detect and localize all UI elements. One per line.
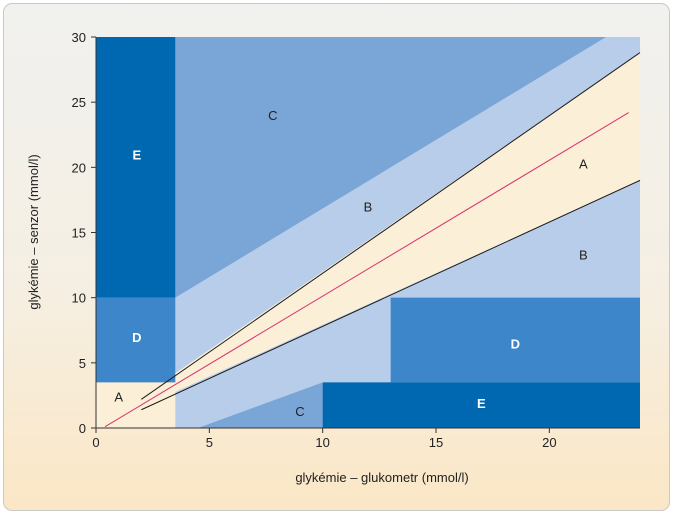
zone-label-e: E <box>477 396 486 411</box>
y-tick-label: 20 <box>72 160 86 175</box>
identity-line <box>104 112 629 428</box>
reference-lines <box>104 52 641 428</box>
x-tick-label: 5 <box>206 435 213 450</box>
y-tick-label: 0 <box>79 421 86 436</box>
zone-c-region <box>175 37 607 298</box>
y-tick-label: 25 <box>72 95 86 110</box>
axes: 0 5 10 15 20 0 5 10 15 20 25 30 <box>72 30 640 450</box>
zone-label-c: C <box>295 404 304 419</box>
zone-label-e: E <box>132 147 141 162</box>
x-tick-label: 10 <box>315 435 329 450</box>
lower-boundary-line <box>141 179 641 411</box>
zone-label-d: D <box>132 330 141 345</box>
zone-label-d: D <box>511 336 520 351</box>
upper-boundary-line <box>141 52 641 400</box>
zone-label-c: C <box>268 108 277 123</box>
zone-label-b: B <box>364 199 373 214</box>
zone-c-region <box>198 382 323 428</box>
y-tick-label: 15 <box>72 226 86 241</box>
y-tick-label: 30 <box>72 30 86 45</box>
zone-label-a: A <box>579 156 588 171</box>
zone-e-region <box>322 382 640 428</box>
y-tick-label: 5 <box>79 356 86 371</box>
zone-d-region <box>390 297 640 383</box>
x-tick-label: 0 <box>92 435 99 450</box>
zone-e-region <box>96 37 176 298</box>
zone-label-a: A <box>114 390 123 405</box>
zone-regions <box>96 37 641 428</box>
zone-label-b: B <box>579 248 588 263</box>
zone-labels: A A B B C C D D E E <box>114 108 588 419</box>
y-axis-label: glykémie – senzor (mmol/l) <box>26 154 41 309</box>
x-axis-label: glykémie – glukometr (mmol/l) <box>295 470 468 485</box>
x-tick-label: 15 <box>429 435 443 450</box>
zone-d-region <box>96 297 176 383</box>
x-tick-label: 20 <box>542 435 556 450</box>
y-tick-label: 10 <box>72 291 86 306</box>
